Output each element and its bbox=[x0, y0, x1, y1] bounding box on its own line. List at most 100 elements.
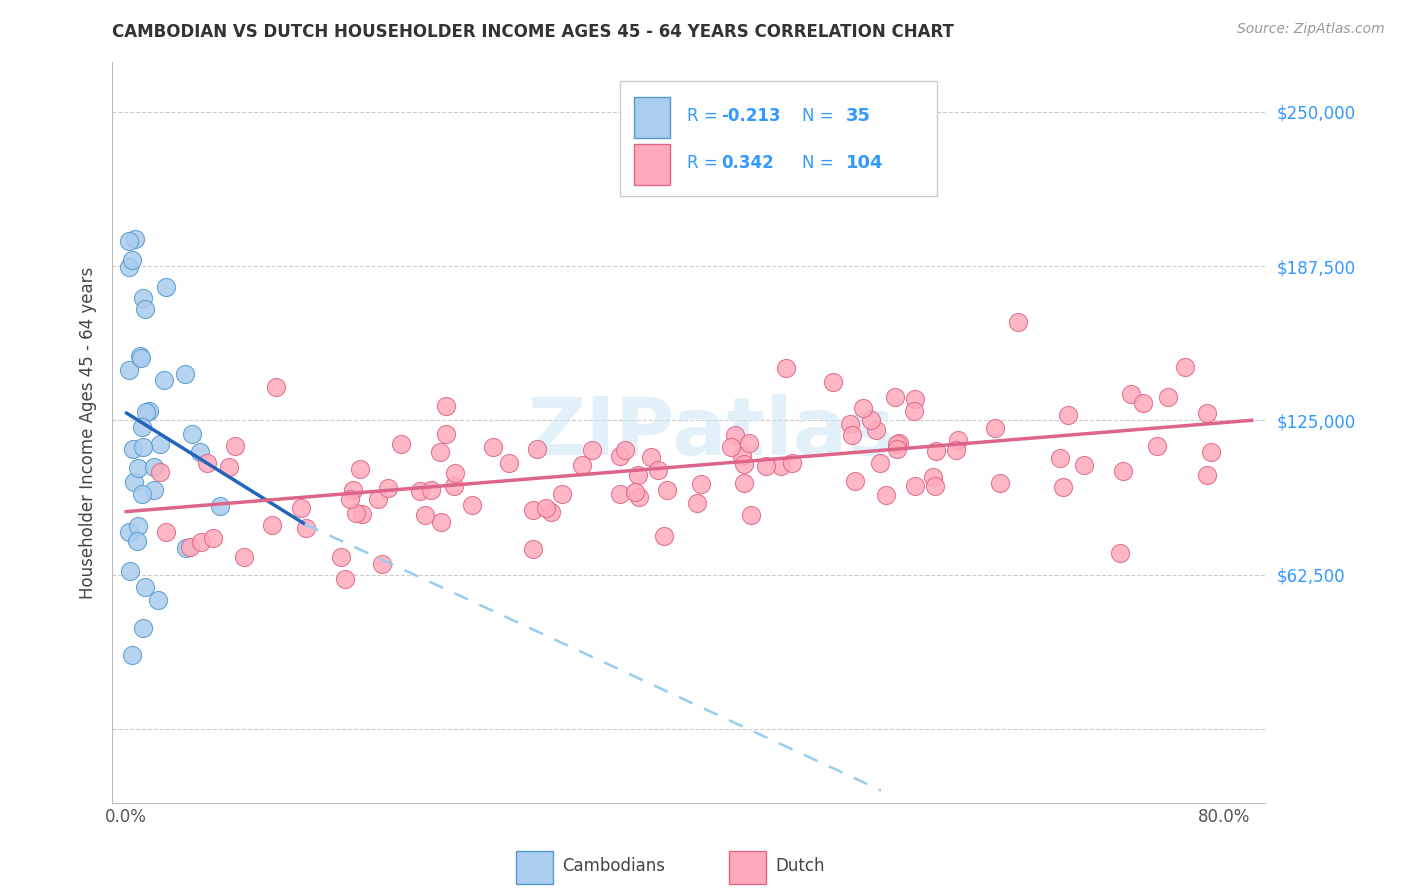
Point bbox=[148, 465, 170, 479]
Point bbox=[460, 498, 482, 512]
Point bbox=[132, 621, 155, 635]
Point bbox=[132, 291, 155, 305]
Point bbox=[733, 458, 755, 472]
FancyBboxPatch shape bbox=[516, 851, 553, 884]
Point bbox=[1195, 468, 1218, 483]
Point bbox=[627, 490, 650, 504]
Text: N =: N = bbox=[801, 154, 839, 172]
Point bbox=[887, 435, 910, 450]
Point bbox=[984, 421, 1007, 435]
Point bbox=[640, 450, 662, 464]
Point bbox=[134, 580, 156, 594]
Point bbox=[865, 423, 887, 437]
Point bbox=[839, 417, 862, 432]
Point bbox=[132, 440, 155, 454]
Point bbox=[429, 515, 451, 529]
Point bbox=[924, 479, 946, 493]
Text: Dutch: Dutch bbox=[776, 857, 825, 875]
Point bbox=[118, 363, 141, 377]
Point bbox=[413, 508, 436, 522]
Point bbox=[121, 252, 143, 267]
Point bbox=[295, 521, 318, 535]
Point bbox=[367, 491, 389, 506]
Point bbox=[370, 557, 392, 571]
Point bbox=[652, 529, 675, 543]
Point bbox=[174, 367, 197, 381]
Point bbox=[142, 460, 165, 475]
Point bbox=[349, 462, 371, 476]
Point bbox=[924, 444, 946, 458]
Point bbox=[218, 460, 240, 475]
Point bbox=[121, 648, 143, 663]
Point bbox=[444, 467, 467, 481]
Point bbox=[844, 474, 866, 488]
Point bbox=[352, 507, 374, 521]
Point bbox=[434, 426, 457, 441]
Point bbox=[775, 360, 797, 375]
Point bbox=[377, 481, 399, 495]
Point bbox=[127, 519, 149, 533]
Point bbox=[782, 457, 804, 471]
Point bbox=[129, 350, 152, 364]
Point bbox=[988, 476, 1011, 491]
Point bbox=[738, 436, 761, 450]
Point bbox=[429, 445, 451, 459]
Text: 0.342: 0.342 bbox=[721, 154, 773, 172]
Point bbox=[1108, 546, 1130, 560]
Point bbox=[581, 443, 603, 458]
Point bbox=[118, 260, 141, 275]
Point bbox=[945, 443, 967, 458]
Point bbox=[875, 488, 897, 502]
Text: CAMBODIAN VS DUTCH HOUSEHOLDER INCOME AGES 45 - 64 YEARS CORRELATION CHART: CAMBODIAN VS DUTCH HOUSEHOLDER INCOME AG… bbox=[112, 23, 955, 41]
Point bbox=[138, 404, 160, 418]
Point bbox=[841, 428, 863, 442]
Point bbox=[344, 506, 367, 520]
Point bbox=[540, 505, 562, 519]
Text: -0.213: -0.213 bbox=[721, 108, 780, 126]
Point bbox=[769, 458, 792, 473]
Point bbox=[686, 495, 709, 509]
Point bbox=[190, 534, 212, 549]
Point bbox=[690, 477, 713, 491]
Point bbox=[522, 503, 544, 517]
Point bbox=[1112, 465, 1135, 479]
Point bbox=[143, 483, 166, 498]
Point bbox=[202, 531, 225, 545]
Point bbox=[755, 458, 778, 473]
Point bbox=[179, 540, 201, 554]
Point bbox=[342, 483, 364, 497]
Point bbox=[118, 524, 141, 539]
FancyBboxPatch shape bbox=[634, 97, 671, 138]
Text: R =: R = bbox=[686, 154, 723, 172]
Point bbox=[852, 401, 875, 416]
Point bbox=[869, 456, 891, 470]
Point bbox=[609, 487, 631, 501]
Point bbox=[127, 460, 149, 475]
Text: N =: N = bbox=[801, 108, 839, 126]
Point bbox=[419, 483, 441, 497]
FancyBboxPatch shape bbox=[634, 144, 671, 185]
Point bbox=[149, 436, 172, 450]
Point bbox=[1146, 439, 1168, 453]
Point bbox=[1056, 408, 1078, 422]
Point bbox=[122, 475, 145, 489]
Point bbox=[121, 442, 143, 457]
Text: ZIPatlas: ZIPatlas bbox=[527, 393, 896, 472]
Point bbox=[823, 375, 845, 389]
Text: R =: R = bbox=[686, 108, 723, 126]
Point bbox=[657, 483, 679, 497]
Point bbox=[1174, 359, 1197, 374]
Point bbox=[434, 399, 457, 413]
Point bbox=[498, 456, 520, 470]
Point bbox=[1007, 314, 1029, 328]
Point bbox=[571, 458, 593, 472]
Point bbox=[886, 436, 908, 450]
Point bbox=[127, 534, 149, 549]
Point bbox=[329, 549, 352, 564]
Point bbox=[904, 478, 927, 492]
Point bbox=[118, 235, 141, 249]
Point bbox=[740, 508, 762, 523]
Text: 104: 104 bbox=[846, 154, 883, 172]
Point bbox=[124, 232, 146, 246]
Point bbox=[946, 434, 969, 448]
